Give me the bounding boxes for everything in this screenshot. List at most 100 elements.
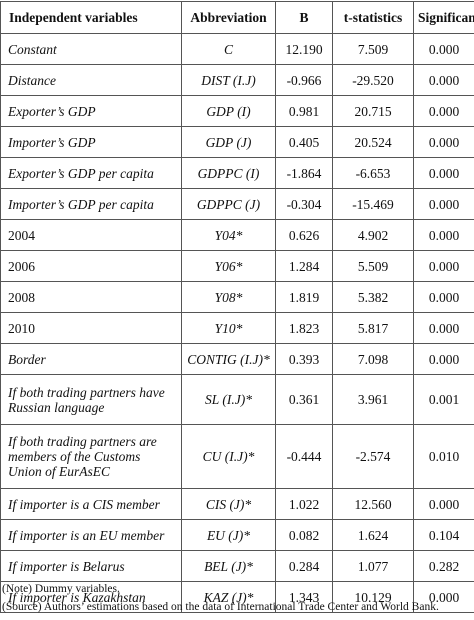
t-statistic-cell: 1.077 bbox=[332, 550, 414, 582]
significance-cell: 0.000 bbox=[413, 281, 474, 313]
table-row: If both trading partners have Russian la… bbox=[0, 374, 474, 425]
variable-cell: Exporter’s GDP bbox=[0, 95, 182, 127]
variable-cell: If both trading partners are members of … bbox=[0, 424, 182, 489]
table-body: Constant C 12.190 7.509 0.000 Distance DIST (I… bbox=[0, 33, 474, 613]
b-value-cell: 1.022 bbox=[275, 488, 333, 520]
t-statistic-cell: 10.129 bbox=[332, 581, 414, 613]
table-row: Importer’s GDP GDP (J) 0.405 20.524 0.000 bbox=[0, 126, 474, 158]
significance-cell: 0.000 bbox=[413, 312, 474, 344]
b-value-cell: 0.405 bbox=[275, 126, 333, 158]
b-value-cell: -1.864 bbox=[275, 157, 333, 189]
significance-cell: 0.000 bbox=[413, 33, 474, 65]
table-row: If importer is a CIS member CIS (J)* 1.022… bbox=[0, 488, 474, 520]
t-statistic-cell: 5.817 bbox=[332, 312, 414, 344]
significance-cell: 0.000 bbox=[413, 343, 474, 375]
abbreviation-cell: Y10* bbox=[181, 312, 276, 344]
t-statistic-cell: 7.098 bbox=[332, 343, 414, 375]
t-statistic-cell: 5.509 bbox=[332, 250, 414, 282]
table-row: If both trading partners are members of … bbox=[0, 424, 474, 489]
table-row: Exporter’s GDP GDP (I) 0.981 20.715 0.000 bbox=[0, 95, 474, 127]
table-row: Importer’s GDP per capita GDPPC (J) -0.304… bbox=[0, 188, 474, 220]
b-value-cell: 0.361 bbox=[275, 374, 333, 425]
b-value-cell: 0.284 bbox=[275, 550, 333, 582]
header-b: B bbox=[275, 1, 333, 34]
variable-cell: 2006 bbox=[0, 250, 182, 282]
b-value-cell: 0.981 bbox=[275, 95, 333, 127]
abbreviation-cell: CIS (J)* bbox=[181, 488, 276, 520]
significance-cell: 0.000 bbox=[413, 157, 474, 189]
t-statistic-cell: 3.961 bbox=[332, 374, 414, 425]
table-row: Border CONTIG (I.J)* 0.393 7.098 0.000 bbox=[0, 343, 474, 375]
variable-cell: If importer is a CIS member bbox=[0, 488, 182, 520]
significance-cell: 0.000 bbox=[413, 126, 474, 158]
significance-cell: 0.000 bbox=[413, 250, 474, 282]
table-row: 2010 Y10* 1.823 5.817 0.000 bbox=[0, 312, 474, 344]
t-statistic-cell: -15.469 bbox=[332, 188, 414, 220]
significance-cell: 0.000 bbox=[413, 488, 474, 520]
table-source: (Source) Authors’ estimations based on t… bbox=[2, 601, 439, 613]
variable-cell: If importer is Belarus bbox=[0, 550, 182, 582]
abbreviation-cell: C bbox=[181, 33, 276, 65]
t-statistic-cell: 1.624 bbox=[332, 519, 414, 551]
t-statistic-cell: 5.382 bbox=[332, 281, 414, 313]
table-row: If importer is Belarus BEL (J)* 0.284 1.077… bbox=[0, 550, 474, 582]
header-abbreviation: Abbreviation bbox=[181, 1, 276, 34]
variable-cell: 2004 bbox=[0, 219, 182, 251]
header-t-statistics: t-statistics bbox=[332, 1, 414, 34]
abbreviation-cell: Y04* bbox=[181, 219, 276, 251]
b-value-cell: 1.284 bbox=[275, 250, 333, 282]
significance-cell: 0.010 bbox=[413, 424, 474, 489]
significance-cell: 0.282 bbox=[413, 550, 474, 582]
t-statistic-cell: -29.520 bbox=[332, 64, 414, 96]
table-row: Distance DIST (I.J) -0.966 -29.520 0.000 bbox=[0, 64, 474, 96]
variable-cell: Importer’s GDP per capita bbox=[0, 188, 182, 220]
t-statistic-cell: 12.560 bbox=[332, 488, 414, 520]
table-row: If importer is an EU member EU (J)* 0.082 1… bbox=[0, 519, 474, 551]
variable-cell: Border bbox=[0, 343, 182, 375]
table-row: 2008 Y08* 1.819 5.382 0.000 bbox=[0, 281, 474, 313]
abbreviation-cell: EU (J)* bbox=[181, 519, 276, 551]
abbreviation-cell: GDP (J) bbox=[181, 126, 276, 158]
abbreviation-cell: SL (I.J)* bbox=[181, 374, 276, 425]
abbreviation-cell: BEL (J)* bbox=[181, 550, 276, 582]
t-statistic-cell: 7.509 bbox=[332, 33, 414, 65]
table-note: (Note) Dummy variables. bbox=[2, 583, 120, 595]
variable-cell: If importer is Kazakhstan bbox=[0, 581, 182, 613]
variable-cell: Distance bbox=[0, 64, 182, 96]
significance-cell: 0.104 bbox=[413, 519, 474, 551]
abbreviation-cell: KAZ (J)* bbox=[181, 581, 276, 613]
significance-cell: 0.001 bbox=[413, 374, 474, 425]
b-value-cell: -0.444 bbox=[275, 424, 333, 489]
variable-cell: If both trading partners have Russian la… bbox=[0, 374, 182, 425]
abbreviation-cell: GDPPC (I) bbox=[181, 157, 276, 189]
abbreviation-cell: CONTIG (I.J)* bbox=[181, 343, 276, 375]
abbreviation-cell: DIST (I.J) bbox=[181, 64, 276, 96]
significance-cell: 0.000 bbox=[413, 95, 474, 127]
t-statistic-cell: 20.524 bbox=[332, 126, 414, 158]
b-value-cell: 0.626 bbox=[275, 219, 333, 251]
b-value-cell: -0.966 bbox=[275, 64, 333, 96]
abbreviation-cell: GDPPC (J) bbox=[181, 188, 276, 220]
header-row: Independent variables Abbreviation B t-s… bbox=[0, 1, 474, 34]
variable-cell: Constant bbox=[0, 33, 182, 65]
table-row: 2004 Y04* 0.626 4.902 0.000 bbox=[0, 219, 474, 251]
b-value-cell: 1.819 bbox=[275, 281, 333, 313]
b-value-cell: 0.082 bbox=[275, 519, 333, 551]
b-value-cell: 12.190 bbox=[275, 33, 333, 65]
variable-cell: If importer is an EU member bbox=[0, 519, 182, 551]
abbreviation-cell: Y08* bbox=[181, 281, 276, 313]
table-row: Constant C 12.190 7.509 0.000 bbox=[0, 33, 474, 65]
significance-cell: 0.000 bbox=[413, 64, 474, 96]
header-significance: Significance bbox=[413, 1, 474, 34]
variable-cell: Importer’s GDP bbox=[0, 126, 182, 158]
variable-cell: 2008 bbox=[0, 281, 182, 313]
significance-cell: 0.000 bbox=[413, 188, 474, 220]
abbreviation-cell: CU (I.J)* bbox=[181, 424, 276, 489]
b-value-cell: 0.393 bbox=[275, 343, 333, 375]
b-value-cell: -0.304 bbox=[275, 188, 333, 220]
table-row: If importer is Kazakhstan KAZ (J)* 1.343 10… bbox=[0, 581, 474, 613]
t-statistic-cell: 20.715 bbox=[332, 95, 414, 127]
t-statistic-cell: 4.902 bbox=[332, 219, 414, 251]
table-row: Exporter’s GDP per capita GDPPC (I) -1.864… bbox=[0, 157, 474, 189]
